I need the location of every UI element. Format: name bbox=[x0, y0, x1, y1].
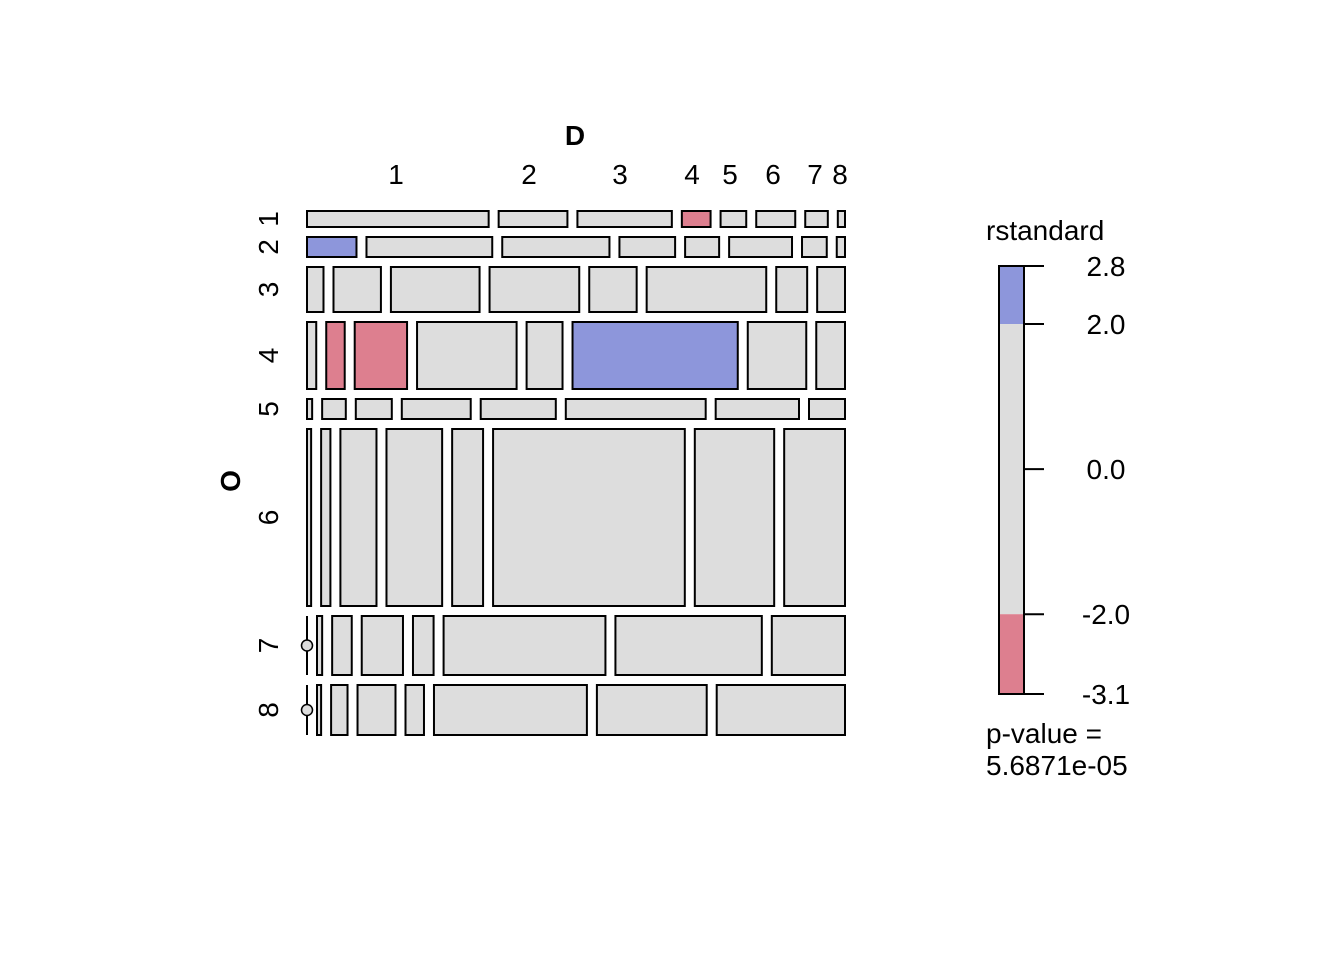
mosaic-cell-r4-c2 bbox=[325, 321, 346, 390]
mosaic-cell-r3-c2 bbox=[332, 266, 382, 313]
legend-band-negative bbox=[999, 614, 1024, 694]
row-label-2: 2 bbox=[253, 239, 284, 255]
mosaic-cells bbox=[300, 210, 847, 736]
mosaic-cell-r1-c2 bbox=[497, 210, 569, 228]
mosaic-cell-r5-c5 bbox=[479, 398, 557, 420]
mosaic-cell-r4-c1 bbox=[306, 321, 318, 390]
legend-tick-label: -3.1 bbox=[1082, 679, 1130, 710]
column-label-7: 7 bbox=[807, 159, 823, 190]
row-label-5: 5 bbox=[253, 401, 284, 417]
mosaic-cell-r4-c3 bbox=[353, 321, 409, 390]
mosaic-cell-r6-c3 bbox=[339, 428, 378, 607]
column-label-3: 3 bbox=[612, 159, 628, 190]
column-variable-title: D bbox=[565, 120, 585, 151]
mosaic-cell-r3-c8 bbox=[816, 266, 847, 313]
mosaic-cell-r1-c8 bbox=[836, 210, 847, 228]
mosaic-cell-r5-c1 bbox=[306, 398, 314, 420]
column-label-5: 5 bbox=[722, 159, 738, 190]
mosaic-cell-r6-c7 bbox=[693, 428, 776, 607]
mosaic-cell-r5-c2 bbox=[321, 398, 347, 420]
zero-cell-marker-r7-c1 bbox=[300, 639, 314, 652]
mosaic-cell-r8-c7 bbox=[595, 684, 708, 736]
legend-frame bbox=[998, 265, 1025, 695]
row-label-1: 1 bbox=[253, 211, 284, 227]
mosaic-cell-r2-c6 bbox=[728, 236, 794, 258]
row-label-7: 7 bbox=[253, 638, 284, 654]
mosaic-cell-r2-c8 bbox=[835, 236, 846, 258]
column-label-8: 8 bbox=[832, 159, 848, 190]
mosaic-cell-r2-c7 bbox=[801, 236, 828, 258]
mosaic-cell-r4-c4 bbox=[416, 321, 518, 390]
mosaic-cell-r7-c7 bbox=[614, 615, 763, 676]
row-label-6: 6 bbox=[253, 510, 284, 526]
mosaic-cell-r6-c1 bbox=[306, 428, 313, 607]
residual-legend: rstandard 2.8 2.0 0.0 -2.0 -3.1 p-value = 5.… bbox=[986, 215, 1130, 781]
mosaic-cell-r6-c2 bbox=[320, 428, 332, 607]
mosaic-cell-r7-c2 bbox=[316, 615, 324, 676]
mosaic-cell-r6-c5 bbox=[451, 428, 485, 607]
mosaic-cell-r1-c1 bbox=[306, 210, 490, 228]
mosaic-cell-r6-c6 bbox=[492, 428, 686, 607]
column-label-4: 4 bbox=[684, 159, 700, 190]
mosaic-cell-r7-c3 bbox=[331, 615, 353, 676]
mosaic-cell-r4-c5 bbox=[525, 321, 564, 390]
mosaic-cell-r4-c6 bbox=[571, 321, 739, 390]
legend-tick-label: 2.0 bbox=[1087, 309, 1126, 340]
mosaic-cell-r3-c7 bbox=[775, 266, 809, 313]
mosaic-cell-r7-c5 bbox=[411, 615, 435, 676]
row-label-3: 3 bbox=[253, 282, 284, 298]
mosaic-cell-r8-c8 bbox=[715, 684, 846, 736]
mosaic-cell-r8-c6 bbox=[432, 684, 588, 736]
mosaic-cell-r6-c4 bbox=[385, 428, 444, 607]
p-value-label: p-value = bbox=[986, 718, 1102, 749]
mosaic-cell-r2-c3 bbox=[501, 236, 611, 258]
column-label-1: 1 bbox=[388, 159, 404, 190]
mosaic-cell-r6-c8 bbox=[783, 428, 846, 607]
row-level-labels: 1 2 3 4 5 6 7 8 bbox=[253, 211, 284, 718]
mosaic-cell-r3-c5 bbox=[588, 266, 638, 313]
zero-cell-marker-r8-c1 bbox=[300, 703, 314, 717]
mosaic-cell-r3-c4 bbox=[488, 266, 581, 313]
mosaic-cell-r7-c8 bbox=[770, 615, 846, 676]
legend-tick-label: 2.8 bbox=[1087, 251, 1126, 282]
mosaic-cell-r7-c4 bbox=[360, 615, 404, 676]
mosaic-cell-r3-c6 bbox=[645, 266, 768, 313]
mosaic-cell-r7-c6 bbox=[442, 615, 607, 676]
mosaic-cell-r5-c3 bbox=[354, 398, 393, 420]
mosaic-cell-r2-c4 bbox=[618, 236, 677, 258]
mosaic-cell-r4-c7 bbox=[746, 321, 808, 390]
mosaic-cell-r8-c3 bbox=[330, 684, 349, 736]
mosaic-cell-r8-c4 bbox=[356, 684, 397, 736]
mosaic-cell-r2-c2 bbox=[365, 236, 494, 258]
mosaic-cell-r4-c8 bbox=[815, 321, 847, 390]
mosaic-cell-r5-c6 bbox=[564, 398, 707, 420]
mosaic-cell-r1-c7 bbox=[804, 210, 829, 228]
row-label-8: 8 bbox=[253, 702, 284, 718]
row-variable-title: O bbox=[215, 470, 246, 492]
mosaic-cell-r1-c5 bbox=[719, 210, 748, 228]
legend-title: rstandard bbox=[986, 215, 1104, 246]
mosaic-cell-r1-c3 bbox=[576, 210, 673, 228]
mosaic-cell-r5-c7 bbox=[714, 398, 801, 420]
mosaic-cell-r3-c3 bbox=[389, 266, 481, 313]
row-label-4: 4 bbox=[253, 348, 284, 364]
legend-band-neutral bbox=[999, 324, 1024, 615]
p-value: 5.6871e-05 bbox=[986, 750, 1128, 781]
mosaic-cell-r5-c4 bbox=[400, 398, 472, 420]
mosaic-cell-r2-c5 bbox=[684, 236, 721, 258]
mosaic-cell-r1-c4 bbox=[680, 210, 712, 228]
mosaic-cell-r8-c5 bbox=[404, 684, 425, 736]
legend-tick-label: -2.0 bbox=[1082, 599, 1130, 630]
column-label-6: 6 bbox=[765, 159, 781, 190]
legend-band-positive bbox=[999, 266, 1024, 325]
mosaic-cell-r2-c1 bbox=[306, 236, 358, 258]
legend-tick-label: 0.0 bbox=[1087, 454, 1126, 485]
mosaic-cell-r5-c8 bbox=[808, 398, 846, 420]
mosaic-cell-r1-c6 bbox=[755, 210, 797, 228]
column-label-2: 2 bbox=[521, 159, 537, 190]
mosaic-cell-r8-c2 bbox=[316, 684, 323, 736]
mosaic-cell-r3-c1 bbox=[306, 266, 325, 313]
